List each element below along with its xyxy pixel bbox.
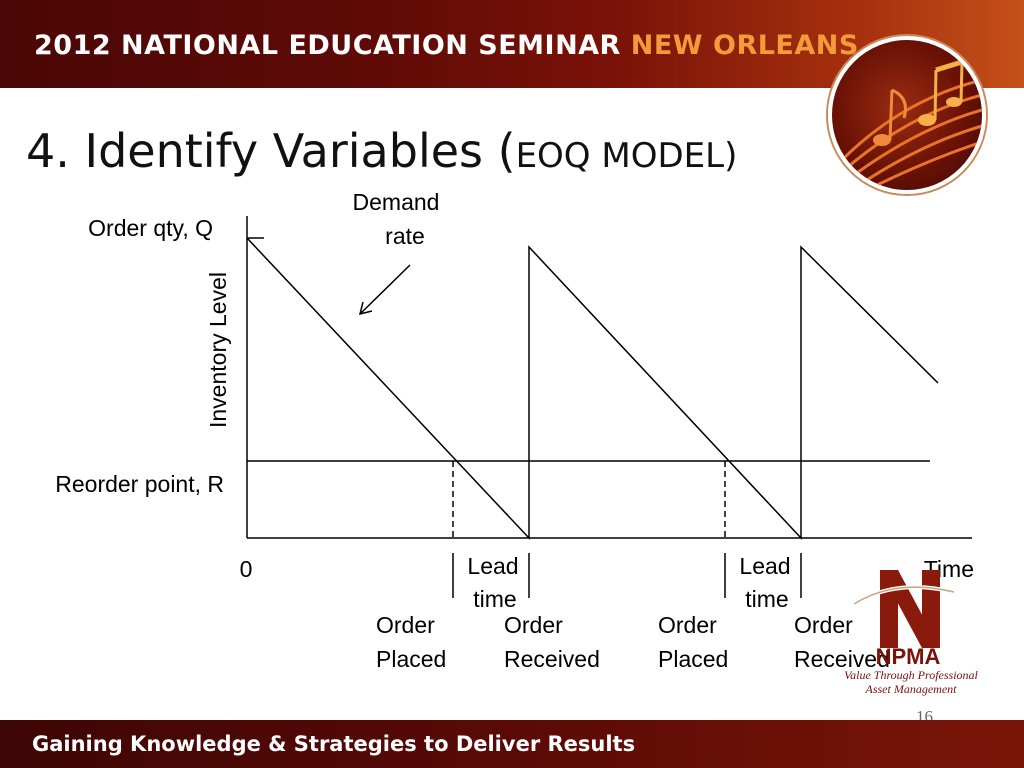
order-received-label-2b: Received bbox=[794, 646, 890, 672]
demand-rate-label-1: Demand bbox=[353, 189, 440, 215]
lead-time-label-1b: time bbox=[473, 586, 516, 612]
order-received-label-2a: Order bbox=[794, 612, 853, 638]
order-qty-label: Order qty, Q bbox=[88, 215, 213, 241]
inventory-sawtooth bbox=[246, 237, 939, 540]
top-banner: 2012 NATIONAL EDUCATION SEMINAR NEW ORLE… bbox=[0, 0, 1024, 88]
npma-logo: NPMA Value Through Professional Asset Man… bbox=[836, 568, 986, 708]
lead-time-label-1a: Lead bbox=[467, 553, 518, 579]
order-placed-label-1b: Placed bbox=[376, 646, 446, 672]
demand-rate-label-2: rate bbox=[385, 223, 425, 249]
footer-tagline: Gaining Knowledge & Strategies to Delive… bbox=[32, 732, 636, 756]
lead-time-label-2b: time bbox=[745, 586, 788, 612]
bottom-banner: Gaining Knowledge & Strategies to Delive… bbox=[0, 720, 1024, 768]
demand-rate-arrow bbox=[359, 264, 411, 315]
banner-title: 2012 NATIONAL EDUCATION SEMINAR NEW ORLE… bbox=[34, 30, 859, 61]
reorder-point-label: Reorder point, R bbox=[55, 471, 224, 497]
slide-subtitle: EOQ MODEL) bbox=[515, 136, 738, 176]
banner-accent: NEW ORLEANS bbox=[630, 30, 859, 61]
order-placed-label-1a: Order bbox=[376, 612, 435, 638]
eoq-diagram: Order qty, Q Reorder point, R Inventory … bbox=[55, 189, 974, 672]
demand-rate-arrowhead bbox=[358, 301, 373, 316]
order-placed-label-2b: Placed bbox=[658, 646, 728, 672]
order-received-label-1a: Order bbox=[504, 612, 563, 638]
lead-time-label-2a: Lead bbox=[739, 553, 790, 579]
music-notes-logo bbox=[828, 36, 986, 194]
order-received-label-1b: Received bbox=[504, 646, 600, 672]
npma-tagline: Value Through Professional Asset Manageme… bbox=[844, 668, 978, 696]
origin-label: 0 bbox=[240, 556, 253, 582]
npma-name: NPMA bbox=[876, 644, 941, 668]
slide-title: 4. Identify Variables (EOQ MODEL) bbox=[26, 124, 738, 178]
order-placed-label-2a: Order bbox=[658, 612, 717, 638]
y-axis-label: Inventory Level bbox=[205, 272, 231, 428]
npma-emblem-icon: NPMA bbox=[852, 570, 955, 669]
